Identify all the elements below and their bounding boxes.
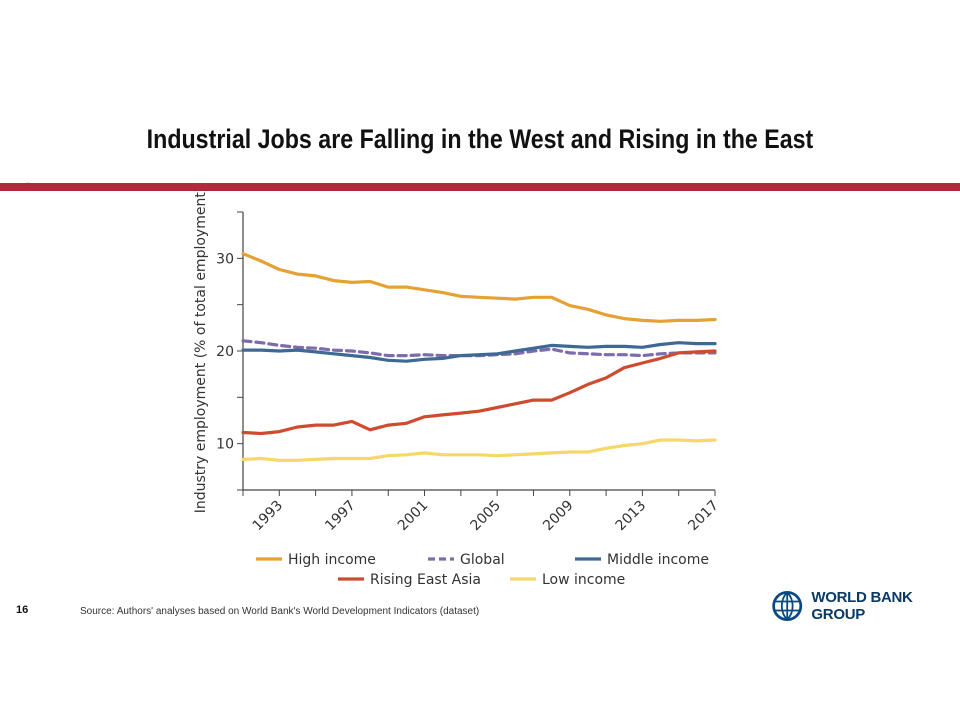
y-axis-label: Industry employment (% of total employme… [193,190,209,513]
x-tick-label: 2009 [540,498,577,535]
title-divider [0,183,960,191]
chart-axes: 10 20 30 1993 1997 2001 2005 2009 2013 2017 [216,211,722,535]
x-tick-label: 1993 [250,498,287,535]
series-line-rising-east-asia [241,349,717,436]
divider-marker: ▾ [26,180,31,189]
legend-label: High income [288,552,376,568]
x-tick-label: 1997 [322,498,359,535]
line-chart: 10 20 30 1993 1997 2001 2005 2009 2013 2017 Indus… [193,190,722,588]
y-tick-label: 10 [216,437,234,453]
legend-label: Rising East Asia [370,572,481,588]
slide-number: 16 [16,604,29,616]
legend-label: Middle income [607,552,709,568]
x-tick-label: 2013 [613,498,650,535]
globe-icon [772,591,803,621]
series-line-low-income [241,438,717,462]
source-note: Source: Authors' analyses based on World… [80,606,480,617]
series-line-high-income [241,252,717,323]
legend-label: Global [460,552,505,568]
y-tick-label: 30 [216,251,234,267]
chart-legend: High income Global Middle income Rising Eas… [256,552,709,588]
x-tick-label: 2001 [395,498,432,535]
slide-title: Industrial Jobs are Falling in the West … [146,124,814,154]
x-tick-label: 2017 [685,498,722,535]
world-bank-logo[interactable]: WORLD BANK GROUP [770,587,955,625]
x-tick-label: 2005 [467,498,504,535]
chart-series [241,252,717,462]
series-line-middle-income [241,341,717,363]
logo-text: WORLD BANK GROUP [811,589,913,623]
legend-label: Low income [542,572,625,588]
y-tick-label: 20 [216,344,234,360]
